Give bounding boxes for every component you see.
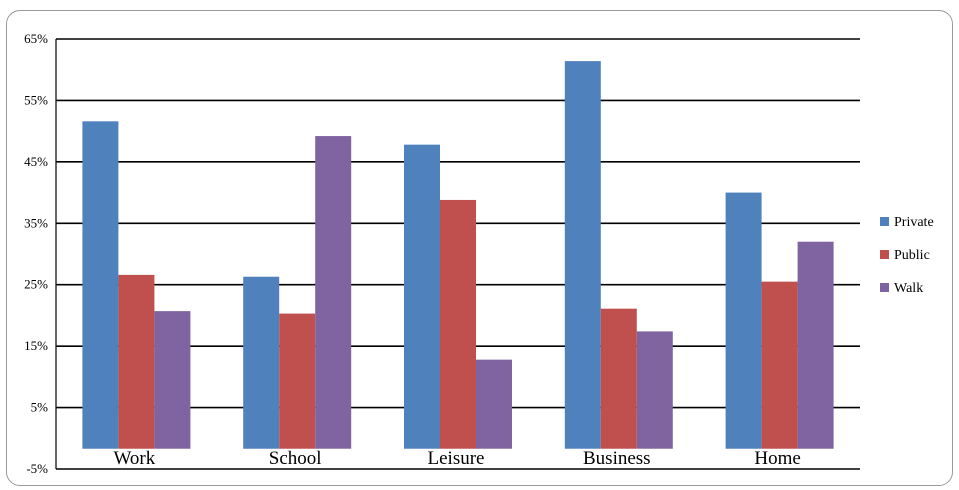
y-tick-label: -5% bbox=[26, 461, 48, 476]
legend-swatch-private bbox=[880, 217, 889, 226]
legend-label-public: Public bbox=[894, 248, 930, 263]
y-tick-label: 55% bbox=[24, 92, 48, 107]
y-tick-label: 45% bbox=[24, 154, 48, 169]
bar-walk-leisure bbox=[476, 359, 512, 449]
legend-swatch-public bbox=[880, 250, 889, 259]
x-axis-category-labels: Work School Leisure Business Home bbox=[114, 448, 801, 469]
bar-private-business bbox=[564, 61, 601, 449]
bar-public-leisure bbox=[440, 199, 476, 449]
bar-walk-home bbox=[797, 241, 834, 449]
bar-public-work bbox=[118, 274, 155, 449]
bar-public-home bbox=[761, 281, 798, 449]
legend: Private Public Walk bbox=[880, 215, 934, 296]
bar-private-school bbox=[243, 276, 280, 449]
y-tick-label: 25% bbox=[24, 277, 48, 292]
bar-private-home bbox=[725, 192, 762, 449]
y-tick-label: 65% bbox=[24, 31, 48, 46]
bar-private-work bbox=[82, 121, 119, 449]
x-category-label: School bbox=[269, 448, 322, 469]
bar-public-school bbox=[279, 313, 316, 449]
bar-public-business bbox=[600, 308, 637, 449]
y-tick-label: 35% bbox=[24, 215, 48, 230]
x-category-label: Business bbox=[583, 448, 651, 469]
bar-walk-school bbox=[315, 136, 352, 449]
bar-walk-work bbox=[154, 311, 191, 449]
y-tick-label: 15% bbox=[24, 338, 48, 353]
legend-swatch-walk bbox=[880, 283, 889, 292]
legend-label-private: Private bbox=[894, 215, 934, 230]
bars bbox=[82, 61, 834, 449]
y-axis-tick-labels: 65% 55% 45% 35% 25% 15% 5% -5% bbox=[24, 31, 48, 476]
y-tick-label: 5% bbox=[31, 400, 49, 415]
x-category-label: Leisure bbox=[428, 448, 485, 469]
bar-walk-business bbox=[636, 331, 673, 449]
legend-label-walk: Walk bbox=[894, 281, 923, 296]
x-category-label: Home bbox=[754, 448, 800, 469]
bar-private-leisure bbox=[404, 144, 440, 449]
x-category-label: Work bbox=[114, 448, 156, 469]
